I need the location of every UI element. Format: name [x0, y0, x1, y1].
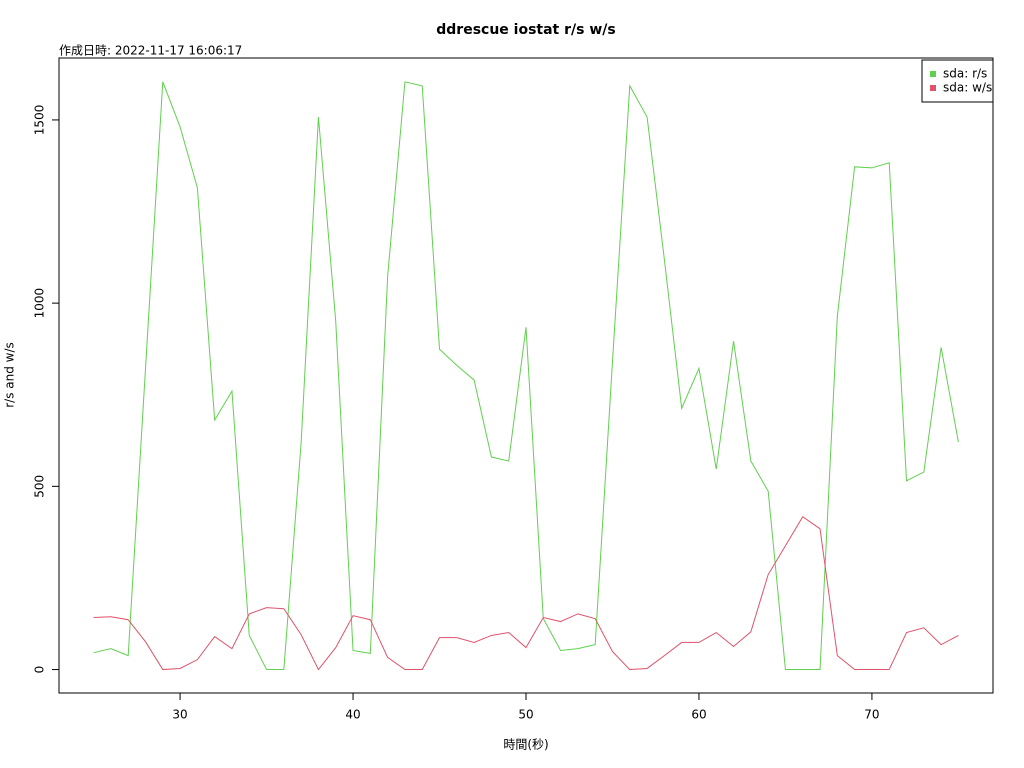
plot-frame	[58, 57, 994, 694]
series-line	[93, 81, 959, 671]
legend-label: sda: r/s	[943, 67, 987, 81]
y-tick-label: 500	[33, 475, 47, 498]
x-tick-label: 60	[691, 708, 706, 722]
y-axis-title: r/s and w/s	[3, 342, 17, 408]
legend-swatch	[930, 71, 936, 77]
x-tick-label: 30	[172, 708, 187, 722]
x-tick-label: 50	[518, 708, 533, 722]
x-tick-label: 70	[864, 708, 879, 722]
legend-label: sda: w/s	[943, 81, 992, 95]
legend-swatch	[930, 85, 936, 91]
y-tick-label: 0	[33, 666, 47, 674]
x-axis-title: 時間(秒)	[503, 738, 548, 752]
legend-box	[921, 59, 994, 103]
x-tick-label: 40	[345, 708, 360, 722]
chart-subtitle: 作成日時: 2022-11-17 16:06:17	[59, 44, 242, 58]
chart-title: ddrescue iostat r/s w/s	[436, 22, 615, 38]
y-tick-label: 1000	[33, 288, 47, 319]
y-tick-label: 1500	[33, 105, 47, 136]
series-line	[93, 516, 959, 671]
